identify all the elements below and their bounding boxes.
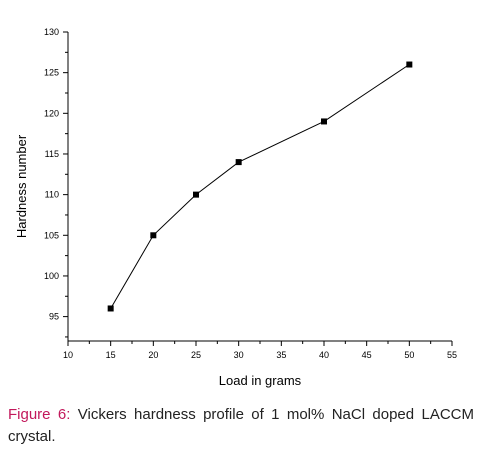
data-point bbox=[321, 118, 327, 125]
figure-caption-text: Vickers hardness profile of 1 mol% NaCl … bbox=[8, 406, 474, 445]
x-tick-label: 10 bbox=[63, 350, 73, 360]
x-tick-label: 15 bbox=[106, 350, 116, 360]
y-tick-label: 100 bbox=[44, 271, 59, 281]
x-tick-label: 20 bbox=[148, 350, 158, 360]
y-tick-label: 95 bbox=[49, 312, 59, 322]
figure-caption: Figure 6: Vickers hardness profile of 1 … bbox=[8, 404, 474, 448]
x-tick-label: 45 bbox=[362, 350, 372, 360]
x-tick-label: 25 bbox=[191, 350, 201, 360]
y-axis-ticks: 95 100 105 110 115 120 125 130 bbox=[44, 27, 68, 338]
x-axis-title: Load in grams bbox=[219, 373, 302, 388]
figure-label: Figure 6: bbox=[8, 406, 71, 423]
y-axis-title: Hardness number bbox=[14, 134, 29, 238]
x-tick-label: 50 bbox=[404, 350, 414, 360]
y-tick-label: 125 bbox=[44, 68, 59, 78]
series-line bbox=[110, 64, 410, 309]
data-point bbox=[193, 191, 199, 198]
data-point bbox=[406, 61, 413, 68]
x-tick-label: 55 bbox=[447, 350, 457, 360]
x-tick-label: 30 bbox=[234, 350, 244, 360]
data-point bbox=[235, 159, 242, 166]
x-axis-ticks: 10 15 20 25 30 35 40 45 50 55 bbox=[63, 341, 457, 360]
data-point bbox=[107, 305, 114, 312]
x-tick-label: 35 bbox=[276, 350, 286, 360]
x-tick-label: 40 bbox=[319, 350, 329, 360]
data-points bbox=[107, 61, 413, 312]
y-tick-label: 130 bbox=[44, 27, 59, 37]
hardness-chart: 95 100 105 110 115 120 125 130 10 15 20 25 30 35 40 45… bbox=[14, 27, 457, 388]
data-point bbox=[150, 232, 157, 239]
y-tick-label: 115 bbox=[45, 149, 59, 159]
y-tick-label: 105 bbox=[44, 230, 59, 240]
y-tick-label: 110 bbox=[45, 190, 59, 200]
y-tick-label: 120 bbox=[44, 108, 59, 118]
